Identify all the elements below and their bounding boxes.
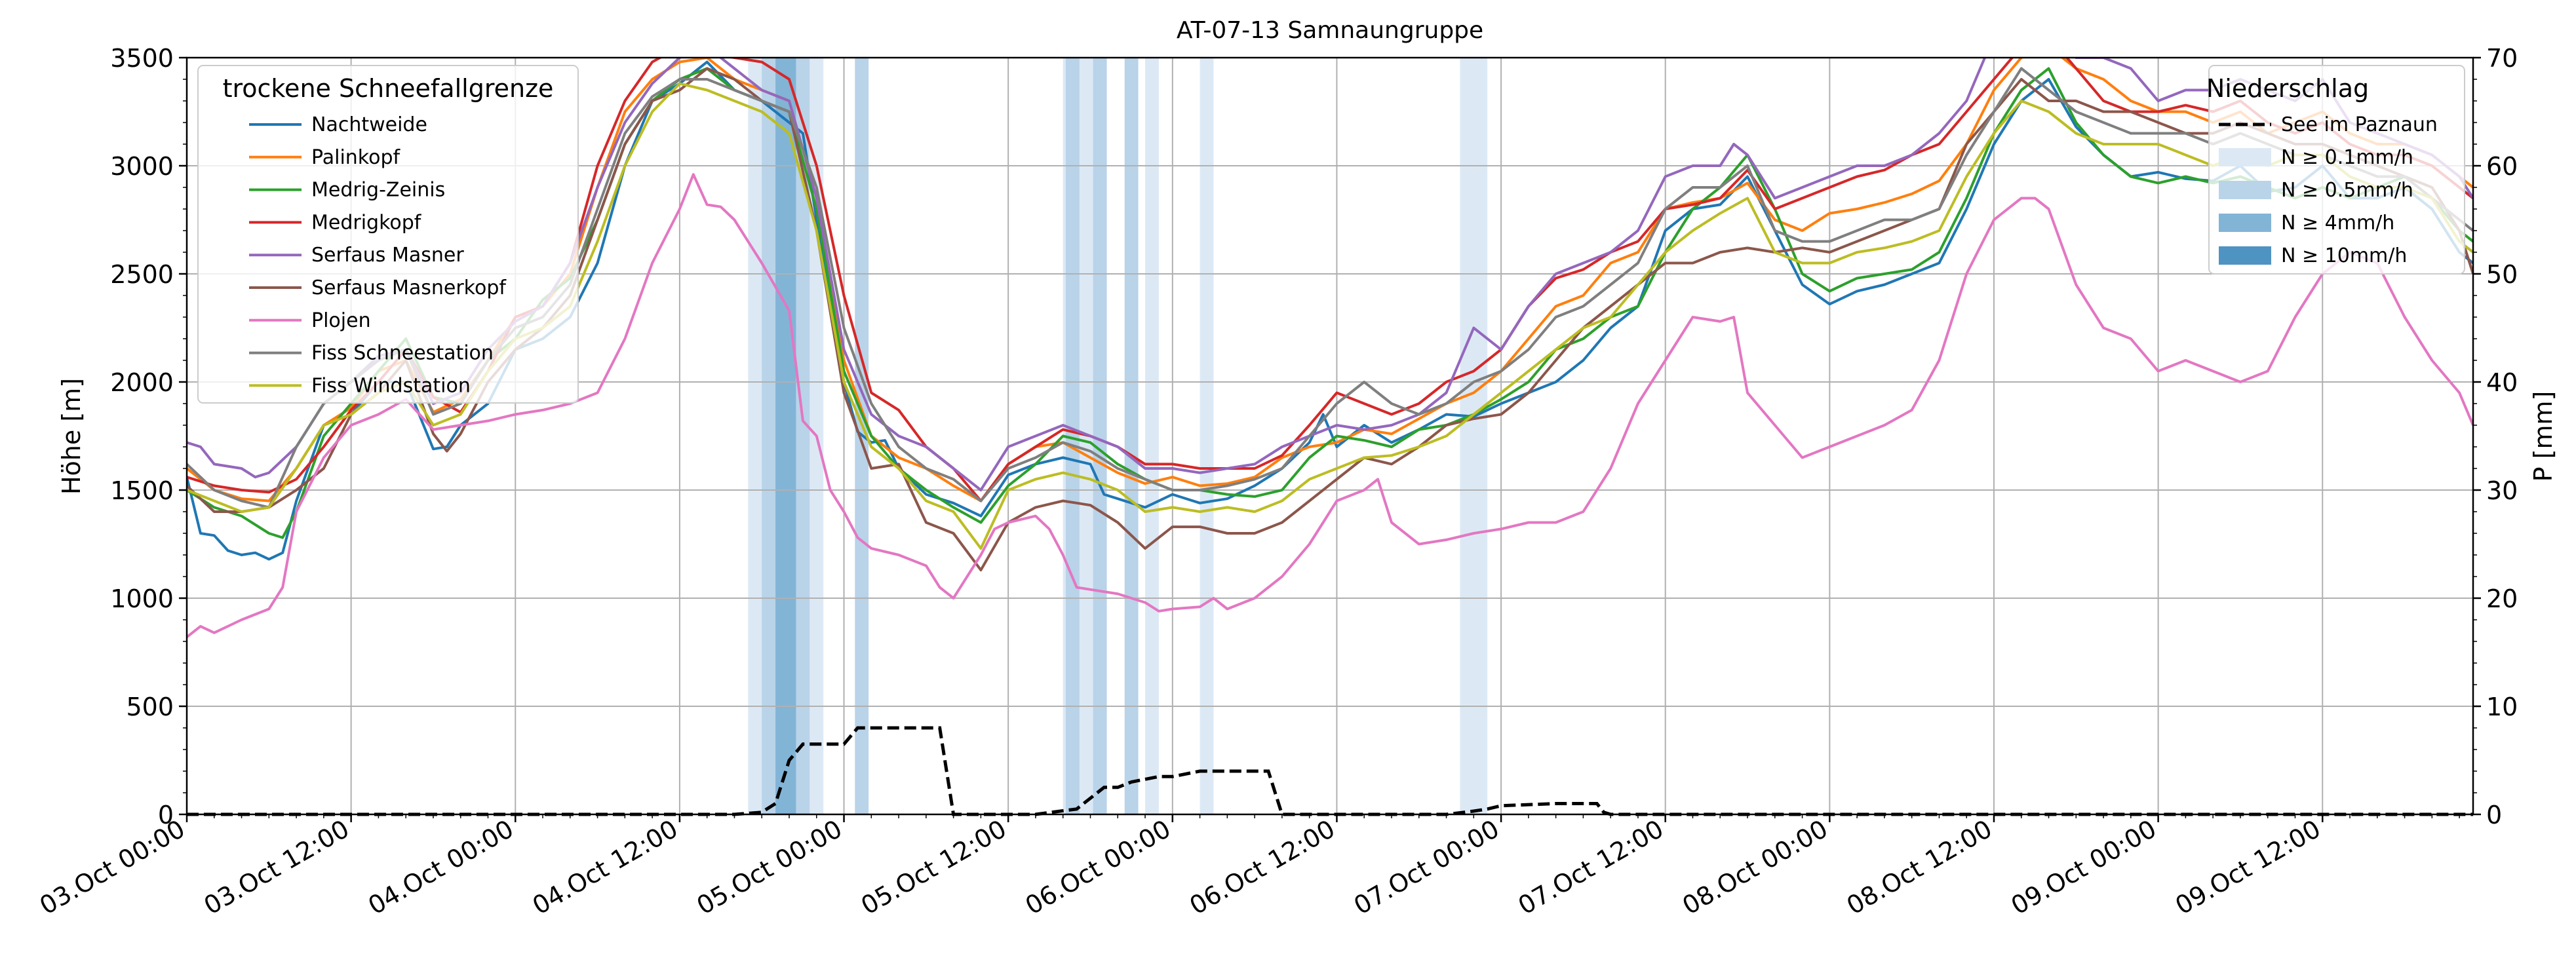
legend-label-0: Nachtweide xyxy=(311,113,427,136)
legend-label-8: Fiss Windstation xyxy=(311,374,471,397)
series-line-0 xyxy=(187,60,2473,561)
legend-label-4: Serfaus Masner xyxy=(311,244,464,267)
y2-tick-label-4: 40 xyxy=(2486,368,2518,397)
legend-label-2: Medrig-Zeinis xyxy=(311,179,445,202)
precip-band-10 xyxy=(1200,58,1214,814)
y-tick-label-2: 1000 xyxy=(110,584,174,613)
legend-right-box xyxy=(2208,65,2465,275)
legend-band-swatch-2 xyxy=(2219,214,2271,232)
y2-tick-label-2: 20 xyxy=(2486,584,2518,613)
legend-left-entries: Nachtweide Palinkopf Medrig-Zeinis Medrigko… xyxy=(249,113,507,397)
legend-label-5: Serfaus Masnerkopf xyxy=(311,276,507,299)
precip-band-8 xyxy=(1124,58,1139,814)
y2-tick-label-3: 30 xyxy=(2486,476,2518,505)
legend-band-label-3: N ≥ 10mm/h xyxy=(2281,244,2407,267)
y2-tick-label-0: 0 xyxy=(2486,801,2502,829)
y2-tick-label-6: 60 xyxy=(2486,152,2518,181)
legend-band-swatch-0 xyxy=(2219,148,2271,166)
series-line-6 xyxy=(187,173,2473,638)
legend-band-swatch-1 xyxy=(2219,181,2271,199)
precip-band-7 xyxy=(1093,58,1107,814)
legend-right-title: Niederschlag xyxy=(2206,74,2369,103)
chart-title: AT-07-13 Samnaungruppe xyxy=(1177,17,1483,44)
y2-tick-label-1: 10 xyxy=(2486,693,2518,721)
precip-line-layer xyxy=(187,726,2473,816)
legend-band-label-1: N ≥ 0.5mm/h xyxy=(2281,179,2413,202)
y-tick-label-5: 2500 xyxy=(110,260,174,289)
legend-band-label-2: N ≥ 4mm/h xyxy=(2281,212,2394,235)
legend-left-box xyxy=(197,65,579,404)
legend-right-bands: N ≥ 0.1mm/h N ≥ 0.5mm/h N ≥ 4mm/h N ≥ 10mm/… xyxy=(2219,146,2413,267)
legend-label-3: Medrigkopf xyxy=(311,211,422,234)
precip-band-9 xyxy=(1145,58,1159,814)
precip-band-6 xyxy=(1065,58,1080,814)
legend-band-swatch-3 xyxy=(2219,246,2271,265)
y-tick-label-6: 3000 xyxy=(110,152,174,181)
precip-band-11 xyxy=(1460,58,1488,814)
y-tick-label-3: 1500 xyxy=(110,476,174,505)
precip-band-2 xyxy=(775,58,796,814)
legend-label-7: Fiss Schneestation xyxy=(311,342,494,365)
y-tick-label-4: 2000 xyxy=(110,368,174,397)
y-tick-label-0: 0 xyxy=(158,801,174,829)
plot-frame xyxy=(185,56,2474,816)
legend-left: trockene Schneefallgrenze Nachtweide Pali… xyxy=(197,65,579,404)
y2-tick-label-7: 70 xyxy=(2486,44,2518,73)
legend-label-1: Palinkopf xyxy=(311,146,401,169)
y2-axis-label: P [mm] xyxy=(2529,391,2558,482)
legend-right: Niederschlag See im Paznaun N ≥ 0.1mm/hN… xyxy=(2206,65,2465,275)
precip-line xyxy=(187,726,2473,816)
y-axis-label: Höhe [m] xyxy=(57,378,86,495)
legend-label-6: Plojen xyxy=(311,309,371,332)
legend-left-title: trockene Schneefallgrenze xyxy=(223,74,554,103)
y2-tick-label-5: 50 xyxy=(2486,260,2518,289)
y-tick-label-1: 500 xyxy=(126,693,174,721)
legend-precip-line-label: See im Paznaun xyxy=(2281,113,2438,136)
y-tick-label-7: 3500 xyxy=(110,44,174,73)
legend-band-label-0: N ≥ 0.1mm/h xyxy=(2281,146,2413,169)
